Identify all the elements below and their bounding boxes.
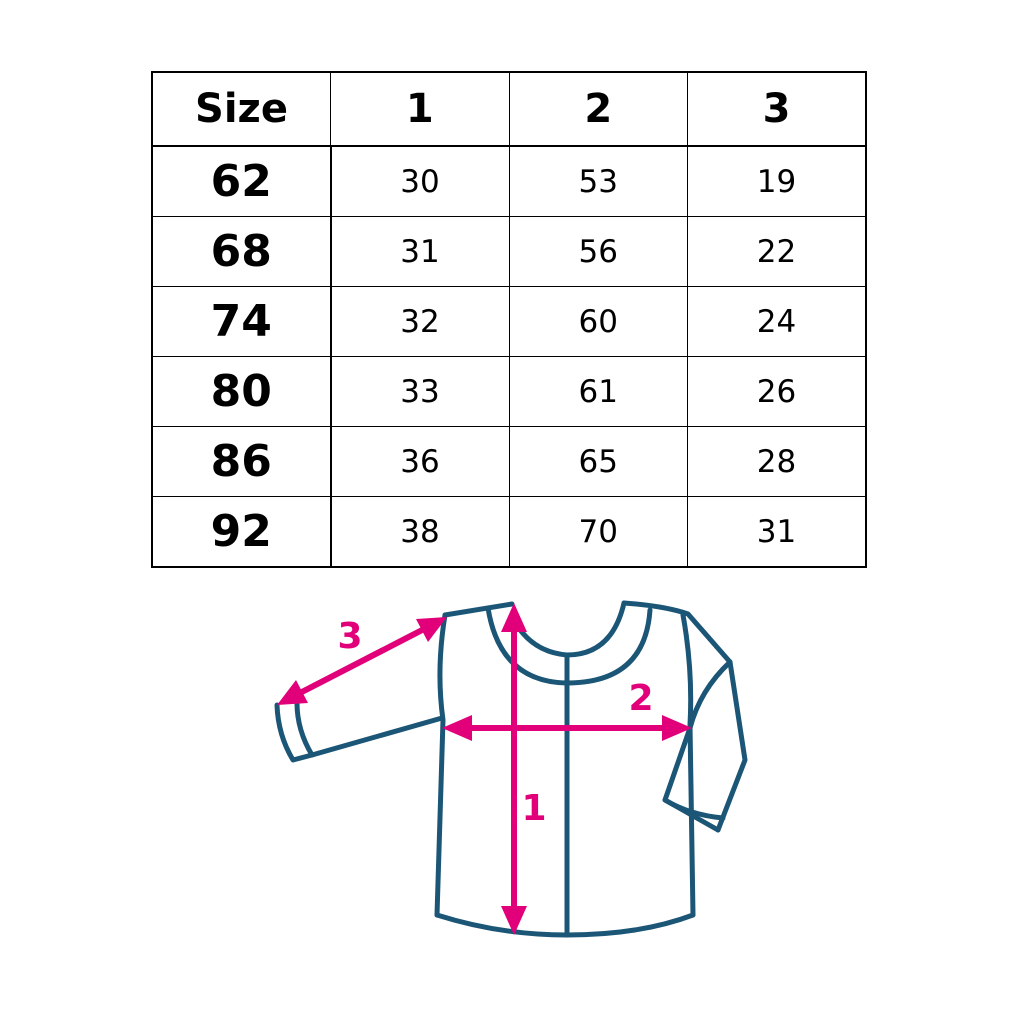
measurement-cell-3: 22 — [687, 216, 867, 287]
size-cell: 62 — [151, 145, 332, 217]
table-row: 74 32 60 24 — [151, 286, 867, 357]
measurement-cell-2: 53 — [508, 145, 688, 217]
sleeve-arrow — [277, 617, 447, 705]
measurement-cell-3: 31 — [687, 496, 867, 568]
label-3: 3 — [337, 616, 362, 657]
chest-arrow — [442, 715, 692, 741]
table-row: 68 31 56 22 — [151, 216, 867, 287]
shirt-outline — [274, 600, 748, 938]
measurement-cell-2: 70 — [508, 496, 688, 568]
header-size: Size — [151, 71, 331, 147]
length-arrow — [501, 603, 527, 935]
measurement-cell-3: 26 — [687, 356, 867, 427]
measurement-cell-2: 56 — [508, 216, 688, 287]
table-row: 92 38 70 31 — [151, 496, 867, 568]
size-cell: 68 — [151, 216, 332, 287]
header-3: 3 — [687, 71, 867, 147]
size-cell: 92 — [151, 496, 332, 568]
table-header-row: Size 1 2 3 — [151, 71, 867, 147]
size-cell: 74 — [151, 286, 332, 357]
measurement-cell-1: 33 — [330, 356, 510, 427]
size-chart-table: Size 1 2 3 62 30 53 19 68 31 56 22 74 32 60 24 80 33 6… — [151, 71, 867, 568]
size-cell: 86 — [151, 426, 332, 497]
measurement-arrows — [277, 603, 692, 935]
measurement-cell-3: 19 — [687, 145, 867, 217]
measurement-cell-3: 28 — [687, 426, 867, 497]
measurement-cell-1: 32 — [330, 286, 510, 357]
label-2: 2 — [628, 678, 653, 719]
header-1: 1 — [330, 71, 510, 147]
measurement-cell-2: 60 — [508, 286, 688, 357]
measurement-cell-1: 38 — [330, 496, 510, 568]
label-1: 1 — [521, 788, 546, 829]
header-2: 2 — [508, 71, 688, 147]
table-row: 86 36 65 28 — [151, 426, 867, 497]
measurement-cell-1: 36 — [330, 426, 510, 497]
